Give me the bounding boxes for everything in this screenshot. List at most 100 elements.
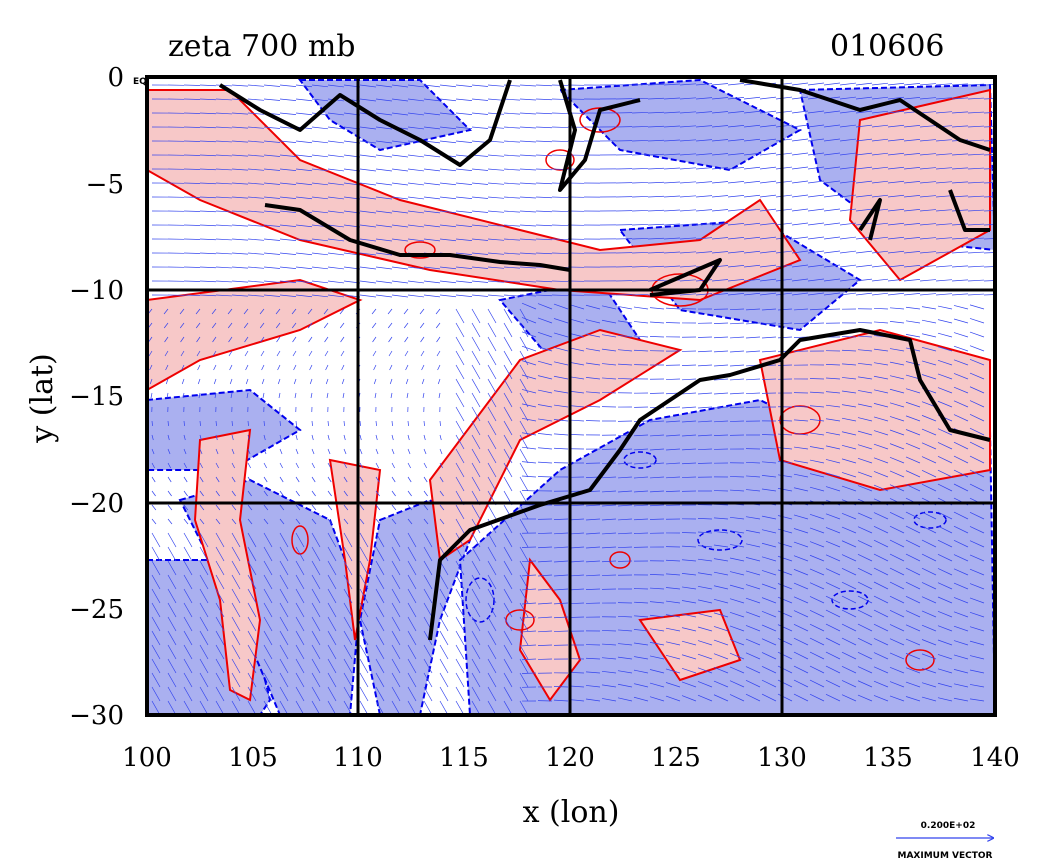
wind-vector [215, 182, 233, 185]
wind-vector [519, 350, 529, 366]
wind-vector [951, 153, 969, 156]
wind-vector [247, 280, 265, 283]
wind-vector [215, 448, 219, 455]
wind-vector [423, 644, 433, 660]
wind-vector [375, 210, 393, 214]
wind-vector [553, 546, 569, 549]
wind-vector [809, 391, 825, 394]
wind-vector [727, 111, 745, 114]
wind-vector [263, 98, 281, 101]
wind-vector [825, 582, 841, 590]
wind-vector [307, 322, 313, 329]
wind-vector [279, 266, 297, 269]
wind-vector [745, 516, 761, 520]
wind-vector [343, 630, 353, 646]
wind-vector [983, 98, 995, 100]
wind-vector [199, 434, 202, 441]
wind-vector [215, 672, 225, 688]
wind-vector [951, 293, 969, 296]
wind-vector [487, 210, 505, 213]
wind-vector [873, 638, 889, 646]
wind-vector [823, 208, 841, 212]
wind-vector [455, 364, 465, 380]
wind-vector [407, 588, 417, 604]
wind-vector [633, 601, 649, 604]
wind-vector [244, 336, 249, 343]
wind-vector [681, 654, 697, 660]
wind-vector [905, 681, 921, 688]
wind-vector [295, 686, 305, 702]
wind-vector [327, 462, 331, 469]
wind-vector [969, 511, 985, 520]
wind-vector [295, 154, 313, 158]
wind-vector [967, 181, 985, 184]
wind-vector [663, 251, 681, 254]
wind-vector [951, 167, 969, 170]
wind-vector [873, 321, 889, 324]
wind-vector [937, 428, 953, 436]
wind-vector [471, 616, 481, 632]
wind-vector [295, 112, 313, 116]
wind-vector [295, 658, 305, 674]
wind-vector [729, 392, 745, 395]
wind-vector [407, 644, 417, 660]
wind-vector [455, 420, 465, 436]
wind-vector [151, 504, 157, 511]
wind-vector [537, 644, 553, 647]
wind-vector [585, 319, 601, 324]
wind-vector [841, 513, 857, 520]
wind-vector [471, 84, 489, 87]
wind-vector [439, 630, 449, 646]
wind-vector [359, 182, 377, 186]
wind-vector [887, 194, 905, 198]
wind-vector [905, 388, 921, 394]
wind-vector [199, 588, 209, 604]
wind-vector [793, 487, 809, 492]
wind-vector [371, 308, 377, 315]
wind-vector [262, 392, 265, 399]
wind-vector [951, 97, 969, 100]
wind-vector [437, 378, 441, 385]
wind-vector [953, 332, 969, 338]
wind-vector [439, 98, 457, 102]
wind-vector [809, 679, 825, 688]
wind-vector [327, 168, 345, 172]
wind-vector [809, 378, 825, 380]
wind-vector [569, 560, 585, 563]
wind-vector [633, 696, 649, 702]
wind-vector [487, 182, 505, 185]
wind-vector [649, 336, 665, 338]
wind-vector [681, 627, 697, 632]
wind-vector [825, 679, 841, 688]
wind-vector [935, 209, 953, 212]
wind-vector [793, 541, 809, 548]
wind-vector [180, 350, 185, 357]
wind-vector [761, 583, 777, 590]
x-tick-label: 130 [757, 743, 807, 773]
wind-vector [679, 139, 697, 142]
wind-vector [889, 553, 905, 562]
wind-vector [937, 654, 953, 660]
wind-vector [807, 110, 825, 114]
wind-vector [391, 154, 409, 158]
wind-vector [551, 126, 569, 128]
wind-vector [455, 322, 465, 338]
wind-vector [487, 574, 497, 590]
wind-vector [246, 392, 249, 399]
wind-vector [435, 308, 441, 315]
wind-vector [327, 630, 337, 646]
wind-vector [951, 279, 969, 282]
wind-vector [553, 574, 569, 577]
wind-vector [487, 448, 497, 464]
wind-vector [729, 516, 745, 520]
wind-vector [503, 140, 521, 143]
wind-vector [855, 124, 873, 128]
wind-vector [471, 182, 489, 185]
wind-vector [455, 518, 465, 534]
wind-vector [471, 364, 481, 380]
wind-vector [214, 392, 217, 399]
wind-vector [919, 153, 937, 156]
wind-vector [601, 363, 617, 366]
wind-vector [343, 672, 353, 688]
wind-vector [889, 539, 905, 548]
